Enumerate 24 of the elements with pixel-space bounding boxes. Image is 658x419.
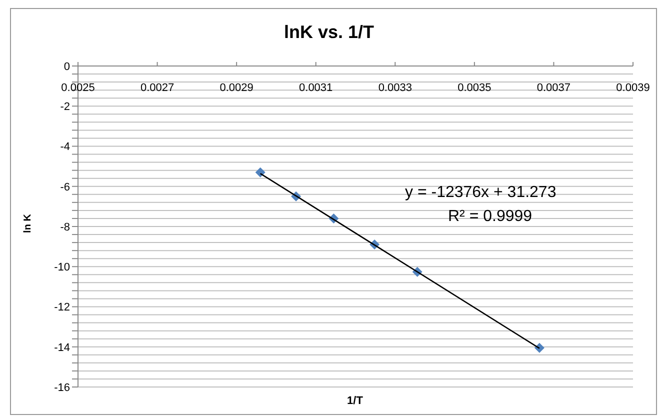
x-axis-title: 1/T bbox=[346, 395, 364, 407]
y-tick-label: -4 bbox=[60, 141, 70, 154]
point bbox=[255, 167, 266, 178]
y-tick-label: 0 bbox=[64, 60, 70, 73]
y-tick-label: -2 bbox=[60, 101, 70, 114]
y-tick-label: -12 bbox=[54, 302, 70, 314]
x-tick-label: 0.0033 bbox=[378, 82, 412, 94]
point bbox=[534, 342, 544, 353]
x-tick-label: 0.0027 bbox=[140, 82, 174, 94]
x-tick-label: 0.0025 bbox=[61, 82, 95, 94]
x-tick-label: 0.0037 bbox=[536, 82, 571, 94]
annotation: y = -12376x + 31.273 bbox=[405, 184, 556, 202]
y-tick-label: -14 bbox=[54, 342, 70, 354]
y-tick-label: -16 bbox=[54, 382, 70, 394]
y-tick-label: -6 bbox=[60, 181, 70, 194]
y-axis-title: ln K bbox=[22, 213, 34, 235]
x-tick-label: 0.0035 bbox=[458, 82, 492, 94]
chart-title: lnK vs. 1/T bbox=[282, 22, 376, 43]
annotation: R² = 0.9999 bbox=[448, 208, 532, 226]
x-tick-label: 0.0039 bbox=[616, 82, 650, 94]
y-tick-label: -10 bbox=[54, 262, 70, 274]
x-tick-label: 0.0031 bbox=[299, 82, 333, 94]
x-tick-label: 0.0029 bbox=[220, 82, 254, 94]
y-tick-label: -8 bbox=[60, 221, 70, 234]
